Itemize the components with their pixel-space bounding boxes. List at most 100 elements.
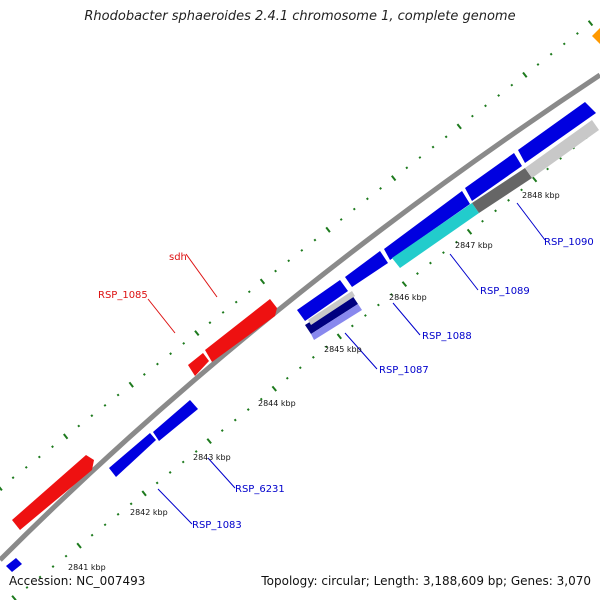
scale-tick: [442, 251, 445, 255]
scale-tick: [128, 381, 134, 388]
scale-tick: [141, 490, 147, 497]
scale-tick: [64, 554, 68, 558]
scale-tick: [38, 575, 42, 579]
scale-tick: [298, 366, 302, 370]
scale-tick: [168, 470, 172, 474]
scale-tick: [0, 486, 3, 492]
gene-arrow-cyan[interactable]: [392, 203, 479, 268]
gene-arrow[interactable]: [153, 400, 198, 441]
scale-tick: [311, 355, 315, 359]
scale-tick: [313, 238, 317, 242]
scale-tick: [155, 481, 159, 485]
scale-tick: [77, 424, 81, 428]
scale-tick: [429, 261, 432, 265]
scale-tick: [103, 523, 107, 527]
scale-tick: [401, 281, 408, 288]
scale-tick: [352, 207, 356, 211]
scale-tick: [103, 404, 107, 407]
gene-arrow-lavender[interactable]: [311, 304, 362, 340]
scale-tick: [169, 352, 172, 356]
scale-label: 2843 kbp: [193, 453, 231, 462]
scale-tick: [129, 502, 133, 506]
label-leaders: [147, 202, 546, 525]
scale-tick: [206, 438, 212, 445]
gene-arrow-darkgray[interactable]: [472, 168, 532, 213]
scale-tick: [391, 175, 397, 182]
gene-arrow[interactable]: [297, 280, 348, 321]
gene-arrow[interactable]: [518, 102, 596, 163]
scale-tick: [587, 20, 594, 27]
gene-arrow-red[interactable]: [188, 353, 209, 376]
scale-tick: [208, 321, 212, 325]
scale-tick: [182, 342, 186, 345]
gene-arrow-navy[interactable]: [305, 295, 358, 334]
scale-tick: [300, 249, 304, 252]
scale-tick: [339, 218, 343, 221]
gene-arrow[interactable]: [6, 558, 22, 572]
scale-label: 2846 kbp: [389, 293, 427, 302]
scale-label: 2841 kbp: [68, 563, 106, 572]
gene-arrow[interactable]: [384, 191, 470, 260]
scale-tick: [116, 393, 120, 397]
scale-tick: [246, 408, 250, 412]
scale-tick: [234, 300, 238, 304]
scale-tick: [11, 476, 15, 480]
scale-tick: [376, 303, 380, 307]
chromosome-backbone: [0, 72, 600, 562]
scale-tick: [364, 314, 367, 317]
scale-tick: [510, 83, 514, 87]
scale-tick: [466, 228, 473, 235]
gene-label-sdh: sdh: [169, 252, 187, 263]
scale-tick: [271, 385, 277, 392]
scale-tick: [379, 187, 382, 190]
scale-tick: [142, 372, 146, 376]
gene-arrow-red[interactable]: [12, 455, 94, 530]
gene-label-rsp-1089: RSP_1089: [480, 286, 530, 297]
scale-tick: [456, 123, 462, 130]
scale-tick: [418, 156, 422, 159]
gene-arrow-red[interactable]: [205, 299, 277, 362]
scale-tick: [494, 209, 497, 213]
scale-tick: [507, 198, 510, 202]
accession-label: Accession: NC_007493: [9, 574, 146, 588]
scale-label: 2845 kbp: [324, 345, 362, 354]
scale-tick: [324, 345, 328, 349]
scale-tick: [90, 533, 94, 537]
gene-labels: sdh RSP_1085 RSP_1090 RSP_1089 RSP_1088 …: [98, 237, 594, 531]
gene-arrow-lightgray[interactable]: [525, 120, 599, 178]
scale-tick: [471, 114, 474, 118]
scale-label: 2848 kbp: [522, 191, 560, 200]
scale-tick: [531, 176, 538, 183]
scale-tick: [194, 450, 198, 453]
gene-track-plus: [6, 102, 596, 572]
scale-tick: [220, 429, 224, 432]
scale-label: 2842 kbp: [130, 508, 168, 517]
gene-arrow-orange[interactable]: [592, 28, 600, 44]
scale-tick: [484, 104, 487, 108]
scale-tick: [325, 226, 331, 233]
scale-tick: [76, 542, 82, 549]
scale-tick: [156, 362, 159, 366]
gene-label-rsp-1085: RSP_1085: [98, 290, 148, 301]
scale-tick: [259, 397, 263, 401]
scale-label: 2844 kbp: [258, 399, 296, 408]
gene-arrow[interactable]: [109, 433, 156, 477]
scale-tick: [549, 52, 553, 56]
outer-tick-ring: [0, 20, 594, 492]
scale-tick: [455, 240, 458, 244]
gene-track-highlight: [12, 299, 277, 530]
scale-tick: [63, 433, 69, 440]
gene-arrow[interactable]: [345, 251, 388, 287]
gene-label-rsp-1088: RSP_1088: [422, 331, 472, 342]
scale-tick: [444, 135, 448, 139]
scale-tick: [11, 595, 17, 600]
scale-tick: [51, 445, 54, 449]
gene-arrow-lightgray-2[interactable]: [308, 291, 355, 325]
scale-tick: [90, 414, 94, 418]
scale-tick: [233, 418, 237, 422]
gene-label-rsp-6231: RSP_6231: [235, 484, 285, 495]
gene-arrow[interactable]: [465, 153, 522, 201]
scale-tick: [389, 293, 393, 296]
scale-tick: [259, 278, 266, 285]
topology-label: Topology: circular; Length: 3,188,609 bp…: [261, 574, 591, 588]
